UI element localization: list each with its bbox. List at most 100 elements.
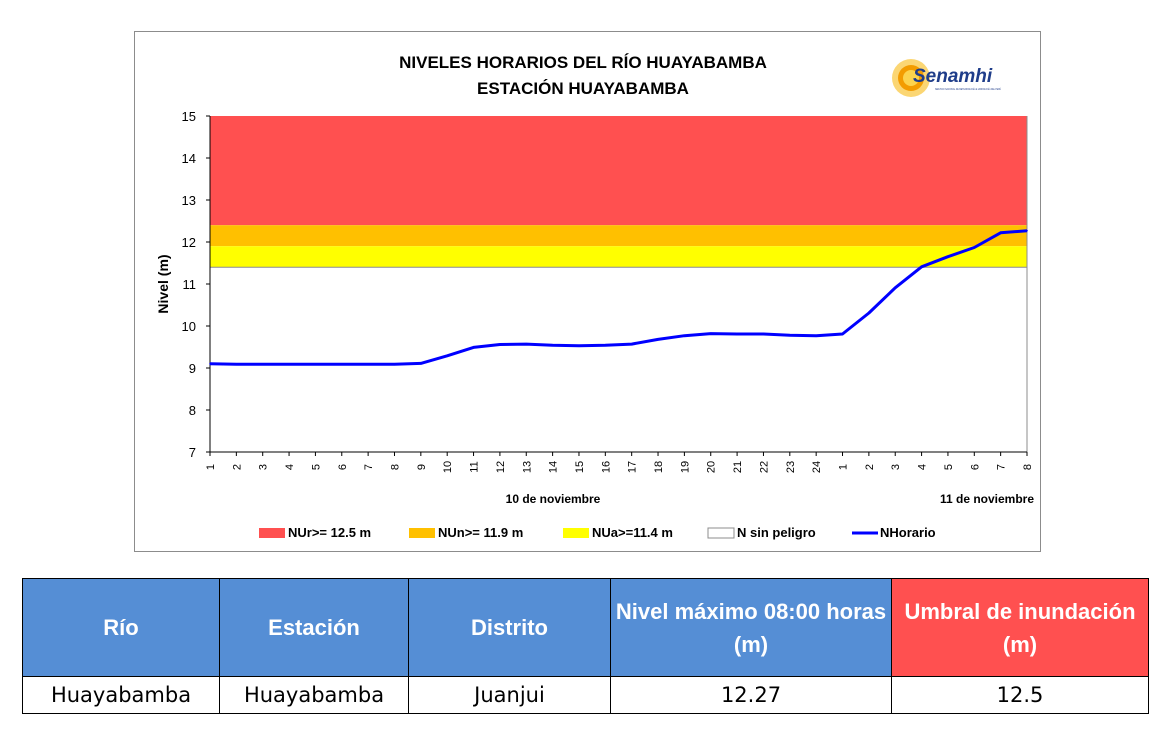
- data-point: [235, 363, 238, 366]
- legend-swatch: [409, 528, 435, 538]
- data-point: [947, 255, 949, 258]
- y-tick-label: 9: [189, 361, 196, 376]
- data-point: [314, 363, 317, 366]
- x-tick-label: 8: [1022, 464, 1034, 470]
- x-tick-label: 6: [969, 464, 981, 470]
- x-tick-label: 9: [416, 464, 428, 470]
- y-tick-label: 10: [182, 319, 196, 334]
- chart-subtitle: ESTACIÓN HUAYABAMBA: [477, 79, 689, 98]
- y-tick-label: 15: [182, 109, 196, 124]
- legend-label: NUa>=11.4 m: [592, 525, 673, 540]
- x-tick-label: 1: [838, 464, 850, 470]
- cell-umbral: 12.5: [891, 676, 1149, 714]
- data-point: [657, 338, 659, 341]
- data-point: [762, 333, 765, 335]
- x-tick-label: 23: [785, 461, 797, 473]
- x-tick-label: 1: [205, 464, 217, 470]
- header-umbral: Umbral de inundación (m): [891, 578, 1149, 677]
- band-2: [210, 246, 1027, 268]
- data-point: [604, 344, 607, 347]
- cell-nivel-maximo: 12.27: [610, 676, 892, 714]
- x-tick-label: 10: [442, 461, 454, 473]
- band-0: [210, 116, 1027, 226]
- x-tick-label: 19: [679, 461, 691, 473]
- data-point: [789, 334, 791, 337]
- x-tick-label: 16: [600, 461, 612, 473]
- x-tick-label: 4: [284, 464, 296, 470]
- legend-item-3: N sin peligro: [707, 525, 816, 540]
- cell-estacion: Huayabamba: [219, 676, 409, 714]
- date-label-1: 10 de noviembre: [506, 492, 601, 506]
- legend-item-2: NUa>=11.4 m: [563, 525, 673, 540]
- x-tick-label: 11: [469, 461, 481, 472]
- x-tick-label: 5: [943, 464, 955, 470]
- legend-label: N sin peligro: [737, 525, 816, 540]
- series-line-NHorario: [209, 229, 1028, 366]
- threshold-bands: [210, 116, 1028, 452]
- data-point: [683, 334, 686, 337]
- data-point: [1026, 229, 1028, 232]
- data-point: [367, 363, 369, 366]
- x-tick-label: 7: [363, 464, 375, 470]
- x-tick-label: 18: [653, 461, 665, 473]
- y-axis-label: Nivel (m): [155, 254, 171, 313]
- band-1: [210, 225, 1027, 247]
- header-estacion: Estación: [219, 578, 409, 677]
- logo-subtext: SERVICIO NACIONAL DE METEOROLOGÍA E HIDR…: [935, 86, 1001, 91]
- band-3: [210, 267, 1027, 452]
- x-tick-label: 15: [574, 461, 586, 473]
- legend-item-1: NUn>= 11.9 m: [409, 525, 523, 540]
- data-point: [630, 343, 633, 345]
- x-tick-label: 24: [811, 461, 823, 473]
- x-tick-label: 6: [337, 464, 349, 470]
- x-tick-label: 2: [864, 464, 876, 470]
- y-tick-label: 14: [182, 151, 196, 166]
- x-tick-label: 17: [627, 461, 639, 473]
- header-nivel-maximo: Nivel máximo 08:00 horas (m): [610, 578, 892, 677]
- data-point: [446, 355, 448, 357]
- data-point: [261, 363, 264, 366]
- legend-label: NUr>= 12.5 m: [288, 525, 371, 540]
- data-point: [973, 246, 976, 249]
- x-tick-label: 20: [706, 461, 718, 473]
- chart-legend: NUr>= 12.5 m NUn>= 11.9 m NUa>=11.4 m N sin…: [259, 525, 936, 540]
- data-point: [999, 231, 1002, 234]
- logo-text: Senamhi: [913, 66, 993, 87]
- chart-svg: NIVELES HORARIOS DEL RÍO HUAYABAMBA ESTA…: [155, 53, 1034, 540]
- data-point: [815, 334, 817, 337]
- chart-frame: NIVELES HORARIOS DEL RÍO HUAYABAMBA ESTA…: [134, 31, 1041, 552]
- data-point: [393, 363, 396, 366]
- y-tick-label: 11: [183, 277, 197, 292]
- x-tick-label: 4: [917, 464, 929, 470]
- series-layer: [209, 229, 1028, 366]
- x-tick-label: 7: [996, 464, 1008, 470]
- legend-swatch: [259, 528, 285, 538]
- summary-table: Río Estación Distrito Nivel máximo 08:00…: [22, 578, 1149, 714]
- y-tick-label: 13: [182, 193, 196, 208]
- data-point: [551, 344, 554, 347]
- table-header-row: Río Estación Distrito Nivel máximo 08:00…: [22, 578, 1149, 677]
- data-point: [472, 346, 475, 349]
- x-tick-label: 21: [732, 461, 744, 473]
- x-tick-label: 12: [495, 461, 507, 473]
- data-point: [525, 343, 528, 345]
- chart-title: NIVELES HORARIOS DEL RÍO HUAYABAMBA: [399, 53, 767, 72]
- y-tick-label: 8: [189, 403, 196, 418]
- x-tick-label: 8: [389, 464, 401, 470]
- date-label-2: 11 de noviembre: [940, 492, 1034, 506]
- header-rio: Río: [22, 578, 220, 677]
- y-tick-label: 7: [189, 445, 196, 460]
- legend-item-series: NHorario: [852, 525, 936, 540]
- senamhi-logo: Senamhi SERVICIO NACIONAL DE METEOROLOGÍ…: [892, 59, 1001, 97]
- x-tick-label: 3: [258, 464, 270, 470]
- x-tick-label: 3: [890, 464, 902, 470]
- y-tick-label: 12: [182, 235, 196, 250]
- data-point: [920, 265, 923, 268]
- cell-distrito: Juanjui: [408, 676, 611, 714]
- legend-label: NHorario: [880, 525, 936, 540]
- data-point: [709, 332, 712, 335]
- legend-item-0: NUr>= 12.5 m: [259, 525, 371, 540]
- data-point: [209, 363, 211, 365]
- data-point: [578, 344, 580, 347]
- chart-axes: [206, 115, 1028, 456]
